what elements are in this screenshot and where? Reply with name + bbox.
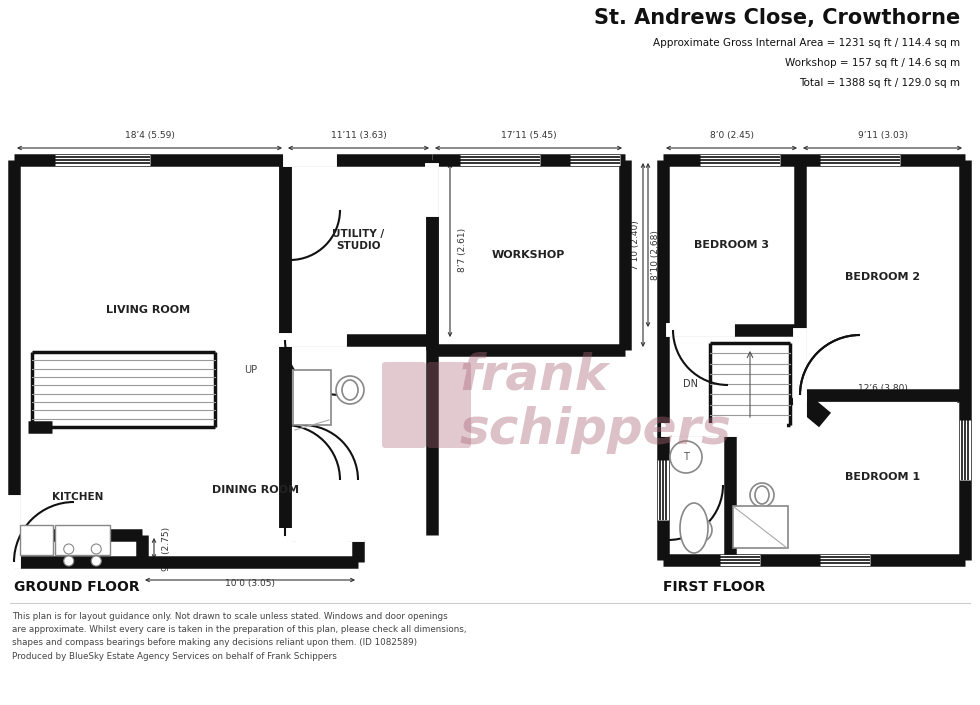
Circle shape (336, 376, 364, 404)
Bar (20, 525, 53, 555)
Bar (55, 525, 110, 555)
Text: 11’11 (3.63): 11’11 (3.63) (330, 131, 386, 140)
Text: St. Andrews Close, Crowthorne: St. Andrews Close, Crowthorne (594, 8, 960, 28)
Circle shape (670, 441, 702, 473)
Circle shape (64, 544, 74, 554)
Bar (441, 169, 616, 341)
Text: T: T (683, 452, 689, 462)
Text: BEDROOM 2: BEDROOM 2 (845, 273, 920, 283)
Text: 17’11 (5.45): 17’11 (5.45) (501, 131, 557, 140)
Bar (293, 370, 331, 425)
Text: Workshop = 157 sq ft / 14.6 sq m: Workshop = 157 sq ft / 14.6 sq m (785, 58, 960, 68)
Text: DN: DN (683, 379, 698, 389)
Bar (294, 169, 423, 349)
Text: This plan is for layout guidance only. Not drawn to scale unless stated. Windows: This plan is for layout guidance only. N… (12, 612, 466, 661)
Ellipse shape (342, 380, 358, 400)
Ellipse shape (755, 486, 769, 504)
Text: schippers: schippers (460, 406, 732, 454)
Text: 9’0 (2.75): 9’0 (2.75) (162, 527, 171, 570)
Text: frank: frank (460, 351, 609, 399)
Circle shape (64, 556, 74, 566)
Bar (23, 169, 276, 526)
Bar (733, 506, 788, 548)
Text: UTILITY /
STUDIO: UTILITY / STUDIO (332, 229, 384, 251)
Text: 8’7 (2.61): 8’7 (2.61) (458, 228, 467, 272)
Text: 8’10 (2.68): 8’10 (2.68) (651, 230, 660, 280)
Bar (23, 544, 133, 553)
Text: 18’4 (5.59): 18’4 (5.59) (124, 131, 174, 140)
Text: UP: UP (244, 365, 257, 375)
Text: BEDROOM 1: BEDROOM 1 (845, 472, 920, 482)
Text: 10’0 (3.05): 10’0 (3.05) (225, 579, 275, 588)
Circle shape (750, 483, 774, 507)
FancyBboxPatch shape (382, 362, 426, 448)
Text: 8’0 (2.45): 8’0 (2.45) (710, 131, 754, 140)
Text: 9’11 (3.03): 9’11 (3.03) (858, 131, 907, 140)
Circle shape (688, 518, 712, 542)
Ellipse shape (680, 503, 708, 553)
Text: 7’10 (2.40): 7’10 (2.40) (631, 220, 640, 270)
Circle shape (91, 556, 101, 566)
Bar (151, 544, 349, 553)
Text: LIVING ROOM: LIVING ROOM (106, 305, 190, 315)
Ellipse shape (693, 521, 707, 539)
Text: Approximate Gross Internal Area = 1231 sq ft / 114.4 sq m: Approximate Gross Internal Area = 1231 s… (653, 38, 960, 48)
Text: WORKSHOP: WORKSHOP (491, 250, 564, 260)
Text: GROUND FLOOR: GROUND FLOOR (14, 580, 139, 594)
Circle shape (91, 544, 101, 554)
Text: FIRST FLOOR: FIRST FLOOR (663, 580, 765, 594)
Text: 12’6 (3.80): 12’6 (3.80) (858, 384, 907, 393)
Text: Total = 1388 sq ft / 129.0 sq m: Total = 1388 sq ft / 129.0 sq m (799, 78, 960, 88)
Text: DINING ROOM: DINING ROOM (212, 485, 299, 495)
Text: BEDROOM 3: BEDROOM 3 (694, 240, 769, 250)
Text: KITCHEN: KITCHEN (52, 492, 104, 502)
FancyBboxPatch shape (427, 362, 471, 448)
Bar (294, 349, 423, 526)
